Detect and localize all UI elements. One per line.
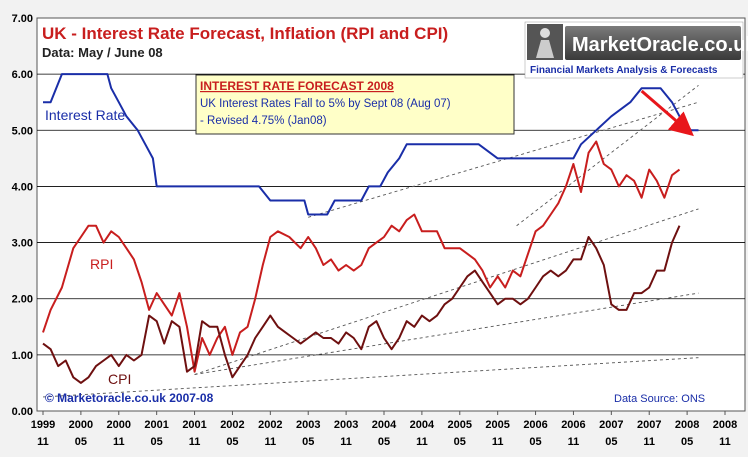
logo-name: MarketOracle.co.uk — [572, 34, 748, 56]
label-cpi: CPI — [108, 371, 131, 387]
x-tick-year: 2006 — [523, 419, 547, 431]
annotation-line-1: UK Interest Rates Fall to 5% by Sept 08 … — [200, 98, 451, 110]
y-tick-label: 3.00 — [12, 238, 33, 250]
x-tick-month: 11 — [265, 436, 277, 448]
x-tick-year: 2007 — [637, 419, 661, 431]
x-tick-month: 11 — [340, 436, 352, 448]
series-rpi-line — [42, 140, 681, 373]
x-tick-year: 2002 — [220, 419, 244, 431]
y-tick-label: 1.00 — [12, 350, 33, 362]
y-tick-label: 4.00 — [12, 181, 33, 193]
x-tick-month: 11 — [189, 436, 201, 448]
series-cpi-line — [42, 225, 681, 384]
x-tick-year: 2001 — [144, 419, 168, 431]
x-tick-month: 05 — [75, 436, 87, 448]
x-tick-year: 2007 — [599, 419, 623, 431]
x-tick-month: 11 — [492, 436, 504, 448]
y-tick-label: 5.00 — [12, 125, 33, 137]
x-tick-month: 05 — [302, 436, 314, 448]
x-tick-year: 2000 — [107, 419, 131, 431]
x-tick-year: 2004 — [410, 419, 435, 431]
trendline — [42, 357, 699, 398]
trendline — [308, 101, 699, 218]
x-tick-month: 05 — [378, 436, 390, 448]
copyright: © Marketoracle.co.uk 2007-08 — [45, 391, 214, 405]
x-tick-month: 05 — [226, 436, 238, 448]
x-tick-month: 11 — [113, 436, 125, 448]
x-tick-month: 05 — [454, 436, 466, 448]
x-tick-year: 2003 — [296, 419, 320, 431]
label-interest-rate: Interest Rate — [45, 107, 125, 123]
chart-subtitle: Data: May / June 08 — [42, 45, 163, 60]
x-tick-month: 11 — [37, 436, 49, 448]
x-tick-month: 11 — [416, 436, 428, 448]
trendlines — [42, 85, 699, 398]
y-axis: 0.00 1.00 2.00 3.00 4.00 5.00 6.00 7.00 — [12, 13, 33, 418]
x-tick-year: 2008 — [675, 419, 699, 431]
label-rpi: RPI — [90, 256, 113, 272]
x-tick-month: 11 — [643, 436, 655, 448]
trendline — [516, 85, 699, 227]
x-tick-year: 2003 — [334, 419, 358, 431]
forecast-arrow — [640, 89, 694, 137]
y-tick-label: 7.00 — [12, 13, 33, 25]
x-tick-year: 1999 — [31, 419, 55, 431]
x-tick-year: 2002 — [258, 419, 282, 431]
x-tick-month: 05 — [605, 436, 617, 448]
trendline — [194, 208, 699, 375]
data-source: Data Source: ONS — [614, 393, 705, 405]
x-axis: 1999 11 2000 05 2000 11 2001 05 2001 11 2002 05 2002… — [31, 411, 737, 448]
x-tick-year: 2004 — [372, 419, 397, 431]
x-tick-year: 2005 — [485, 419, 509, 431]
y-tick-label: 0.00 — [12, 406, 33, 418]
x-tick-month: 05 — [151, 436, 163, 448]
trendline — [194, 292, 699, 375]
x-tick-year: 2000 — [69, 419, 93, 431]
x-tick-year: 2001 — [182, 419, 206, 431]
logo: MarketOracle.co.uk Financial Markets Ana… — [524, 21, 748, 79]
x-tick-month: 11 — [568, 436, 580, 448]
series-interest-rate-line — [43, 73, 699, 216]
chart-title: UK - Interest Rate Forecast, Inflation (… — [42, 24, 448, 43]
x-tick-year: 2008 — [713, 419, 737, 431]
y-tick-label: 6.00 — [12, 69, 33, 81]
annotation-line-2: - Revised 4.75% (Jan08) — [200, 115, 327, 127]
x-tick-month: 05 — [529, 436, 541, 448]
series-lines — [42, 73, 699, 384]
annotation-title: INTEREST RATE FORECAST 2008 — [200, 79, 394, 93]
x-tick-year: 2005 — [448, 419, 472, 431]
x-tick-month: 05 — [681, 436, 693, 448]
y-tick-label: 2.00 — [12, 294, 33, 306]
x-tick-month: 11 — [719, 436, 731, 448]
annotation-box: INTEREST RATE FORECAST 2008 UK Interest … — [195, 74, 515, 135]
logo-tagline: Financial Markets Analysis & Forecasts — [530, 65, 718, 76]
x-tick-year: 2006 — [561, 419, 585, 431]
